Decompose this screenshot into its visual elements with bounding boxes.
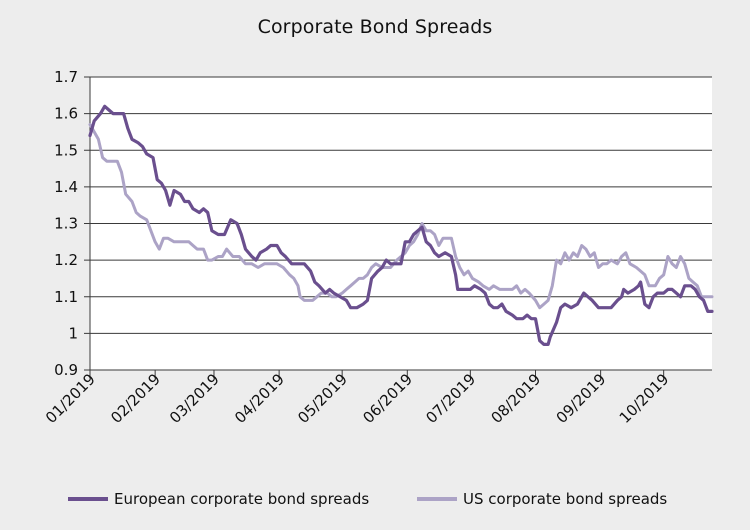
- legend-swatch-european: [68, 497, 108, 501]
- series-line-european: [88, 104, 714, 346]
- x-tick-label: 04/2019: [231, 370, 288, 427]
- x-tick-label: 09/2019: [553, 370, 610, 427]
- y-tick-label: 0.9: [54, 361, 78, 379]
- y-tick-label: 1.2: [54, 251, 78, 269]
- legend-label-us: US corporate bond spreads: [463, 490, 668, 508]
- legend: European corporate bond spreads US corpo…: [0, 488, 750, 510]
- chart-title: Corporate Bond Spreads: [257, 16, 493, 38]
- y-axis: 0.9 1 1.1 1.2 1.3 1.4 1.5 1.6 1.7: [54, 68, 91, 379]
- x-tick-label: 10/2019: [616, 370, 673, 427]
- legend-swatch-us: [417, 497, 457, 501]
- legend-item-us: US corporate bond spreads: [417, 488, 667, 510]
- x-tick-label: 07/2019: [422, 370, 479, 427]
- x-tick-label: 08/2019: [488, 370, 545, 427]
- y-tick-label: 1.1: [54, 288, 78, 306]
- series-lines: [88, 104, 714, 346]
- x-axis: 01/2019 02/2019 03/2019 04/2019 05/2019 06/20…: [42, 369, 712, 427]
- legend-item-european: European corporate bond spreads: [68, 488, 369, 510]
- x-tick-label: 03/2019: [166, 370, 223, 427]
- series-line-us: [88, 123, 714, 310]
- legend-label-european: European corporate bond spreads: [114, 490, 370, 508]
- y-tick-label: 1.3: [54, 215, 78, 233]
- y-tick-label: 1.4: [54, 178, 78, 196]
- x-tick-label: 05/2019: [294, 370, 351, 427]
- x-tick-label: 02/2019: [107, 370, 164, 427]
- y-tick-label: 1: [68, 324, 78, 342]
- y-tick-label: 1.5: [54, 141, 78, 159]
- y-tick-label: 1.7: [54, 68, 78, 86]
- x-tick-label: 06/2019: [359, 370, 416, 427]
- y-tick-label: 1.6: [54, 105, 78, 123]
